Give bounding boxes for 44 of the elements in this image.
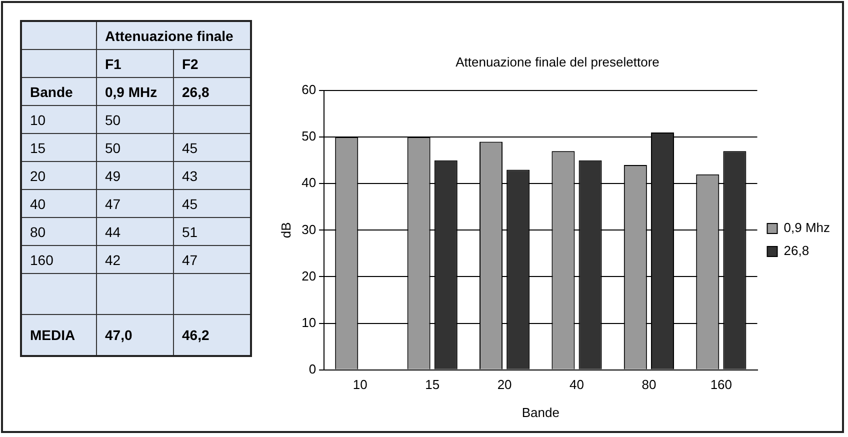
y-tick-label: 0 — [308, 361, 316, 376]
data-label: 47,0 — [96, 314, 174, 356]
x-tick-label: 20 — [497, 377, 512, 392]
x-tick-label: 80 — [642, 377, 656, 392]
category-label: 40 — [21, 190, 96, 218]
y-tick-label: 30 — [302, 222, 316, 237]
data-label: 0,9 MHz — [96, 78, 174, 106]
series-label: F1 — [96, 50, 174, 78]
data-label: 47 — [174, 246, 251, 274]
data-label: 47 — [96, 190, 174, 218]
legend-label: 26,8 — [784, 243, 810, 258]
data-label: 43 — [174, 162, 251, 190]
data-label: 44 — [96, 218, 174, 246]
data-label: 26,8 — [174, 78, 251, 106]
y-tick-label: 40 — [302, 175, 316, 190]
category-label: 10 — [21, 106, 96, 134]
x-tick-label: 15 — [425, 377, 440, 392]
x-tick-label: 160 — [710, 377, 732, 392]
y-axis-title: dB — [278, 222, 294, 238]
category-label: MEDIA — [21, 314, 96, 356]
category-label: 80 — [21, 218, 96, 246]
data-label: 46,2 — [174, 314, 251, 356]
legend-label: 0,9 Mhz — [784, 220, 830, 236]
y-tick-label: 20 — [302, 268, 316, 284]
data-label: 49 — [96, 162, 174, 190]
category-label: Bande — [21, 78, 96, 106]
y-tick-label: 10 — [302, 314, 316, 330]
y-tick-label: 50 — [302, 128, 316, 144]
y-tick-label: 60 — [302, 82, 316, 98]
chart-title: Attenuazione finale del preselettore — [456, 54, 660, 70]
data-label: 51 — [174, 218, 251, 246]
text: F2 — [174, 50, 251, 78]
data-label: 50 — [96, 134, 174, 162]
category-label: 20 — [21, 162, 96, 190]
data-label: 50 — [96, 106, 174, 134]
x-tick-label: 10 — [352, 377, 368, 392]
data-label: 45 — [174, 190, 251, 218]
x-tick-label: 40 — [570, 377, 584, 392]
data-label: 45 — [174, 134, 251, 162]
x-axis-title: Bande — [522, 404, 560, 420]
data-label: 42 — [96, 246, 174, 274]
text: Attenuazione finale — [96, 21, 251, 50]
category-label: 160 — [21, 246, 96, 274]
category-label: 15 — [21, 134, 96, 162]
